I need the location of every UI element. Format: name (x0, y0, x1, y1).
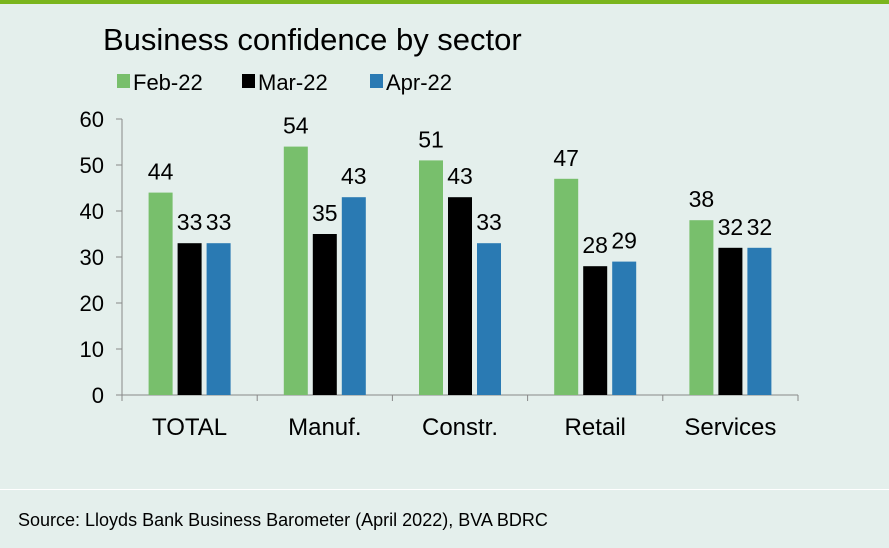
data-label-feb-22: 44 (148, 159, 174, 185)
data-label-feb-22: 38 (689, 186, 715, 212)
y-tick-label: 60 (80, 107, 104, 132)
x-tick-label: TOTAL (152, 414, 227, 441)
source-note: Source: Lloyds Bank Business Barometer (… (18, 510, 548, 530)
data-label-mar-22: 33 (177, 209, 203, 235)
bar-apr-22 (612, 261, 637, 395)
legend-label-apr-22: Apr-22 (386, 70, 452, 95)
bar-apr-22 (747, 247, 772, 395)
bar-apr-22 (477, 243, 501, 395)
data-label-apr-22: 33 (476, 209, 502, 235)
bar-mar-22 (583, 266, 608, 395)
legend-label-feb-22: Feb-22 (133, 70, 203, 95)
legend-swatch-mar-22 (242, 74, 255, 88)
data-label-mar-22: 32 (718, 214, 744, 240)
bar-apr-22 (206, 243, 231, 395)
bar-mar-22 (312, 234, 337, 395)
chart: Business confidence by sector Feb-22 Mar-… (80, 22, 799, 441)
data-label-mar-22: 28 (582, 232, 608, 258)
bar-feb-22 (689, 220, 714, 395)
data-label-apr-22: 29 (611, 228, 637, 254)
data-label-apr-22: 32 (747, 214, 773, 240)
bar-mar-22 (177, 243, 202, 395)
data-label-apr-22: 43 (341, 163, 367, 189)
x-tick-label: Constr. (422, 414, 498, 441)
y-axis: 0 10 20 30 40 50 60 (80, 107, 123, 408)
bars (148, 146, 772, 395)
footer-divider (0, 489, 889, 490)
data-label-feb-22: 51 (418, 126, 444, 152)
legend-label-mar-22: Mar-22 (258, 70, 328, 95)
bar-feb-22 (554, 178, 579, 395)
legend-swatch-feb-22 (117, 74, 130, 88)
legend-swatch-apr-22 (370, 74, 383, 88)
x-tick-label: Services (684, 414, 776, 441)
y-tick-label: 20 (80, 291, 104, 316)
y-tick-label: 10 (80, 337, 104, 362)
legend: Feb-22 Mar-22 Apr-22 (117, 70, 452, 95)
y-tick-label: 50 (80, 153, 104, 178)
data-label-feb-22: 54 (283, 113, 309, 139)
y-tick-label: 0 (92, 383, 104, 408)
data-label-apr-22: 33 (206, 209, 232, 235)
bar-apr-22 (341, 197, 366, 395)
x-tick-label: Manuf. (288, 414, 361, 441)
y-tick-label: 40 (80, 199, 104, 224)
data-label-feb-22: 47 (553, 145, 579, 171)
data-label-mar-22: 43 (447, 163, 473, 189)
x-axis: TOTAL Manuf. Constr. Retail Services (121, 394, 799, 441)
bar-feb-22 (148, 192, 173, 395)
x-tick-label: Retail (565, 414, 626, 441)
data-label-mar-22: 35 (312, 200, 338, 226)
bar-feb-22 (283, 146, 308, 395)
bar-feb-22 (419, 160, 443, 395)
chart-title: Business confidence by sector (103, 22, 522, 57)
bar-mar-22 (718, 247, 743, 395)
y-tick-label: 30 (80, 245, 104, 270)
bar-mar-22 (448, 197, 472, 395)
top-accent-rule (0, 0, 889, 4)
